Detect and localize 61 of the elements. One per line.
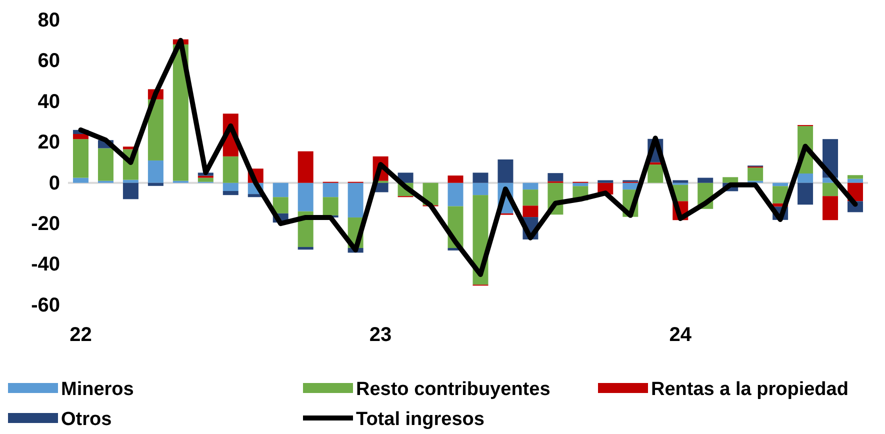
- y-tick-label: 40: [38, 90, 60, 113]
- bar: [72, 134, 88, 140]
- bar: [522, 190, 538, 206]
- bar: [98, 148, 114, 181]
- y-tick-label: -60: [31, 294, 60, 316]
- bar: [272, 197, 288, 214]
- bar: [622, 182, 638, 190]
- bar: [198, 178, 214, 182]
- y-tick-label: 20: [38, 132, 60, 154]
- x-tick-label: 24: [669, 324, 692, 346]
- bar: [298, 151, 314, 183]
- bar: [122, 180, 138, 183]
- bar: [822, 196, 838, 220]
- bar: [272, 182, 288, 198]
- legend-label: Total ingresos: [356, 409, 484, 430]
- bar: [72, 178, 88, 183]
- bar: [672, 180, 688, 183]
- bar: [448, 176, 464, 183]
- bar: [122, 182, 138, 200]
- bar: [472, 172, 488, 183]
- bar: [798, 182, 814, 205]
- bar: [148, 99, 164, 160]
- legend-label: Mineros: [61, 379, 134, 400]
- y-tick-label: 80: [38, 9, 60, 32]
- bar: [348, 182, 364, 218]
- legend-label: Otros: [61, 409, 112, 430]
- y-tick-label: 60: [38, 50, 60, 72]
- bar: [298, 182, 314, 212]
- y-tick-label: -40: [31, 254, 60, 276]
- bar: [222, 191, 238, 196]
- bar: [322, 182, 338, 198]
- bar: [822, 182, 838, 196]
- y-tick-label: -20: [31, 212, 60, 235]
- bar: [222, 182, 238, 191]
- bar: [572, 182, 588, 186]
- bar: [448, 182, 464, 206]
- bar: [222, 156, 238, 183]
- bar: [522, 206, 538, 218]
- bar: [698, 178, 714, 183]
- bar: [148, 182, 164, 186]
- bar: [498, 159, 514, 183]
- bar: [472, 182, 488, 196]
- bar: [298, 246, 314, 250]
- bar: [798, 173, 814, 183]
- bar: [148, 160, 164, 183]
- x-tick-label: 23: [369, 324, 392, 346]
- bar: [748, 168, 764, 181]
- bar: [848, 175, 864, 179]
- bar: [598, 180, 614, 183]
- bar: [72, 139, 88, 178]
- legend-label: Resto contribuyentes: [356, 379, 550, 400]
- x-tick-label: 22: [70, 324, 92, 346]
- bar: [522, 182, 538, 190]
- legend-label: Rentas a la propiedad: [651, 379, 848, 400]
- bar: [848, 178, 864, 183]
- bar: [648, 164, 664, 183]
- bar: [548, 173, 564, 182]
- bar: [322, 197, 338, 216]
- y-tick-label: 0: [48, 172, 60, 194]
- bar: [772, 182, 788, 186]
- bar: [722, 177, 738, 183]
